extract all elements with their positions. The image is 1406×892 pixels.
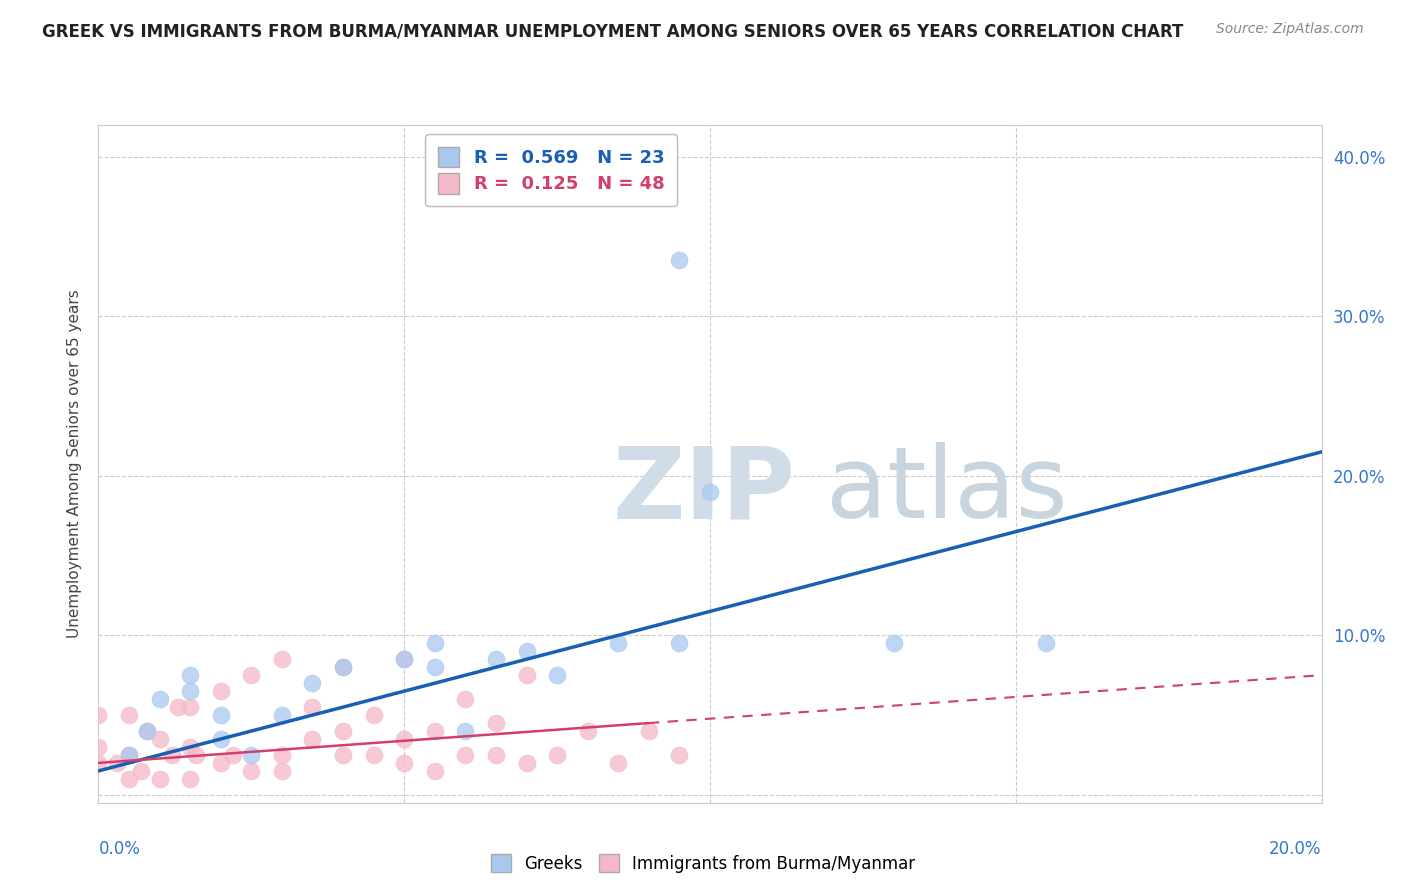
Point <box>423 660 446 674</box>
Point <box>270 747 292 762</box>
Point <box>149 731 172 746</box>
Point <box>186 747 208 762</box>
Point <box>87 756 110 770</box>
Point <box>301 700 323 714</box>
Point <box>423 724 446 739</box>
Point <box>149 772 172 786</box>
Point <box>883 636 905 650</box>
Point <box>118 708 141 723</box>
Point <box>136 724 159 739</box>
Point <box>607 636 630 650</box>
Point <box>240 668 263 682</box>
Point <box>179 700 201 714</box>
Point <box>209 708 232 723</box>
Point <box>363 747 385 762</box>
Point <box>209 684 232 698</box>
Point <box>485 716 508 731</box>
Point <box>240 764 263 778</box>
Point <box>546 747 568 762</box>
Text: 0.0%: 0.0% <box>98 840 141 858</box>
Point <box>301 676 323 690</box>
Point <box>516 644 538 658</box>
Point <box>118 772 141 786</box>
Point <box>668 636 690 650</box>
Point <box>160 747 183 762</box>
Point <box>392 756 416 770</box>
Point <box>167 700 190 714</box>
Point <box>607 756 630 770</box>
Point <box>87 708 110 723</box>
Point <box>423 636 446 650</box>
Point <box>179 772 201 786</box>
Point <box>332 747 354 762</box>
Point <box>637 724 661 739</box>
Point <box>516 668 538 682</box>
Point <box>576 724 599 739</box>
Point <box>209 731 232 746</box>
Point <box>105 756 128 770</box>
Point <box>392 652 416 666</box>
Point <box>87 739 110 754</box>
Point <box>699 484 721 499</box>
Point <box>668 253 690 268</box>
Point <box>668 747 690 762</box>
Point <box>179 684 201 698</box>
Point <box>454 747 477 762</box>
Point <box>179 668 201 682</box>
Legend: Greeks, Immigrants from Burma/Myanmar: Greeks, Immigrants from Burma/Myanmar <box>484 847 922 880</box>
Text: 20.0%: 20.0% <box>1270 840 1322 858</box>
Point <box>209 756 232 770</box>
Point <box>118 747 141 762</box>
Point <box>179 739 201 754</box>
Point <box>149 692 172 706</box>
Point <box>222 747 245 762</box>
Point <box>136 724 159 739</box>
Legend: R =  0.569   N = 23, R =  0.125   N = 48: R = 0.569 N = 23, R = 0.125 N = 48 <box>425 134 678 206</box>
Point <box>485 652 508 666</box>
Point <box>392 652 416 666</box>
Point <box>301 731 323 746</box>
Point <box>240 747 263 762</box>
Point <box>332 660 354 674</box>
Point <box>270 652 292 666</box>
Point <box>332 724 354 739</box>
Point <box>1035 636 1057 650</box>
Text: atlas: atlas <box>827 442 1069 540</box>
Point <box>363 708 385 723</box>
Text: ZIP: ZIP <box>612 442 794 540</box>
Point <box>516 756 538 770</box>
Point <box>270 764 292 778</box>
Y-axis label: Unemployment Among Seniors over 65 years: Unemployment Among Seniors over 65 years <box>67 290 83 638</box>
Point <box>270 708 292 723</box>
Point <box>332 660 354 674</box>
Text: Source: ZipAtlas.com: Source: ZipAtlas.com <box>1216 22 1364 37</box>
Point <box>454 692 477 706</box>
Point <box>485 747 508 762</box>
Point <box>546 668 568 682</box>
Point <box>118 747 141 762</box>
Point <box>129 764 152 778</box>
Point <box>454 724 477 739</box>
Text: GREEK VS IMMIGRANTS FROM BURMA/MYANMAR UNEMPLOYMENT AMONG SENIORS OVER 65 YEARS : GREEK VS IMMIGRANTS FROM BURMA/MYANMAR U… <box>42 22 1184 40</box>
Point <box>423 764 446 778</box>
Point <box>392 731 416 746</box>
